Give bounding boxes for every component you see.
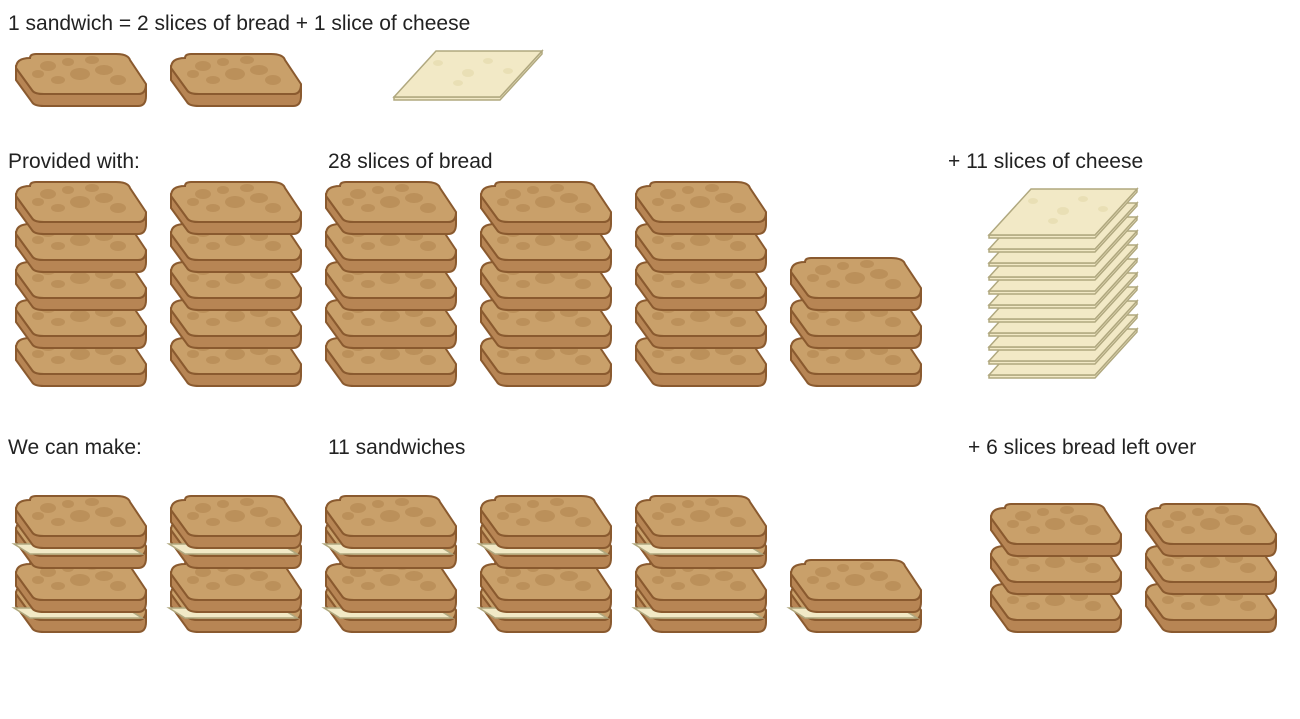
bread-slice-icon xyxy=(318,494,458,550)
provided-graphics xyxy=(8,188,1292,398)
bread-slice-icon xyxy=(163,180,303,236)
bread-slice-icon xyxy=(628,180,768,236)
bread-slice-icon xyxy=(473,494,613,550)
equation-graphics xyxy=(8,50,1292,112)
bread-slice-icon xyxy=(473,180,613,236)
provided-bread-stack-2 xyxy=(163,188,313,388)
result-label-row: We can make: 11 sandwiches + 6 slices br… xyxy=(8,436,1292,464)
equation-bread-1 xyxy=(8,50,158,108)
equation-cheese-1 xyxy=(388,50,538,108)
provided-bread-stack-6 xyxy=(783,188,933,388)
leftover-bread-stack-2 xyxy=(1138,474,1288,634)
provided-label-row: Provided with: 28 slices of bread + 11 s… xyxy=(8,150,1292,178)
provided-section: Provided with: 28 slices of bread + 11 s… xyxy=(8,150,1292,398)
bread-slice-icon xyxy=(783,558,923,614)
bread-slice-icon xyxy=(1138,502,1278,558)
bread-slice-icon xyxy=(8,180,148,236)
result-graphics xyxy=(8,474,1292,644)
sandwich-stack-2 xyxy=(163,474,313,634)
bread-slice-icon xyxy=(8,494,148,550)
provided-bread-stack-5 xyxy=(628,188,778,388)
equation-section: 1 sandwich = 2 slices of bread + 1 slice… xyxy=(8,12,1292,112)
result-left-label: We can make: xyxy=(8,436,142,460)
provided-right-label: + 11 slices of cheese xyxy=(948,150,1143,174)
result-right-label: + 6 slices bread left over xyxy=(968,436,1196,460)
bread-slice-icon xyxy=(8,52,148,108)
provided-mid-label: 28 slices of bread xyxy=(328,150,493,174)
bread-slice-icon xyxy=(163,494,303,550)
bread-slice-icon xyxy=(783,256,923,312)
sandwich-stack-6 xyxy=(783,474,933,634)
equation-label-row: 1 sandwich = 2 slices of bread + 1 slice… xyxy=(8,12,1292,40)
sandwich-stack-4 xyxy=(473,474,623,634)
provided-bread-stack-4 xyxy=(473,188,623,388)
result-section: We can make: 11 sandwiches + 6 slices br… xyxy=(8,436,1292,644)
bread-slice-icon xyxy=(318,180,458,236)
bread-slice-icon xyxy=(983,502,1123,558)
equation-text: 1 sandwich = 2 slices of bread + 1 slice… xyxy=(8,12,470,36)
cheese-slice-icon xyxy=(388,49,548,104)
provided-bread-stack-1 xyxy=(8,188,158,388)
provided-cheese-stack xyxy=(983,188,1133,388)
provided-bread-stack-3 xyxy=(318,188,468,388)
result-mid-label: 11 sandwiches xyxy=(328,436,465,460)
provided-left-label: Provided with: xyxy=(8,150,140,174)
bread-slice-icon xyxy=(628,494,768,550)
bread-slice-icon xyxy=(163,52,303,108)
sandwich-stack-1 xyxy=(8,474,158,634)
sandwich-stack-5 xyxy=(628,474,778,634)
equation-bread-2 xyxy=(163,50,313,108)
cheese-slice-icon xyxy=(983,187,1143,242)
sandwich-stack-3 xyxy=(318,474,468,634)
leftover-bread-stack-1 xyxy=(983,474,1133,634)
